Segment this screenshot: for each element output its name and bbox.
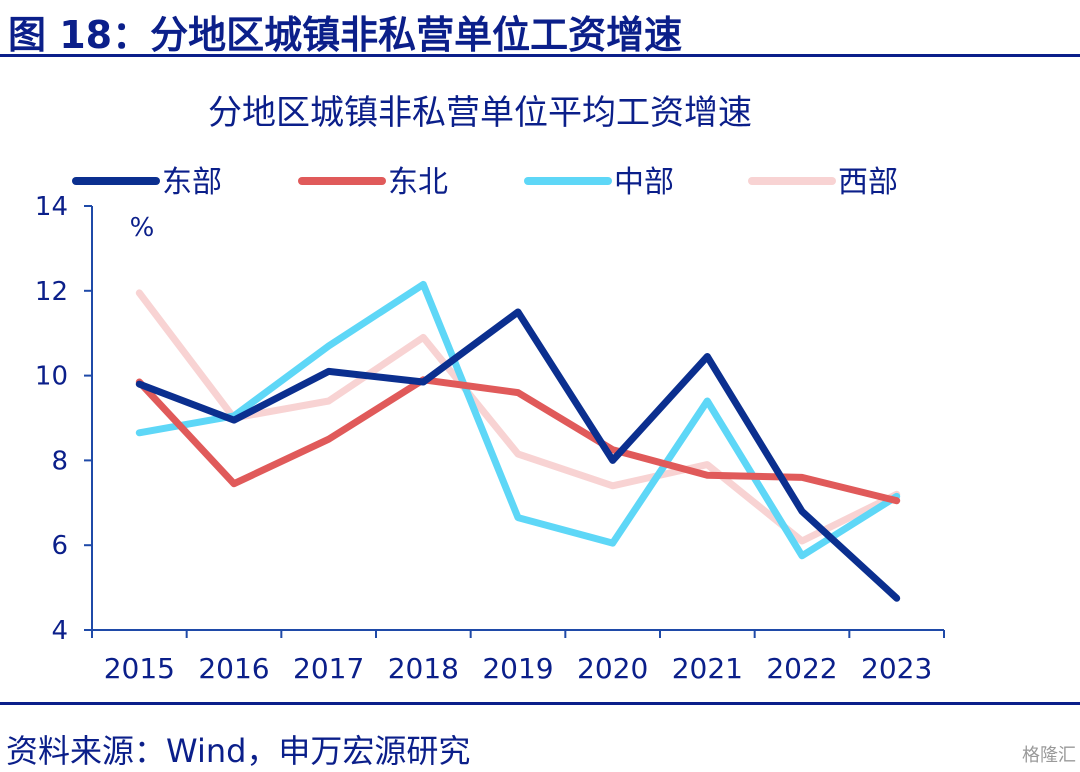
series-line-4 — [135, 289, 901, 545]
series-line-3 — [135, 280, 901, 560]
legend-label: 东北 — [388, 165, 448, 200]
x-tick-label: 2023 — [861, 652, 932, 685]
x-tick-label: 2017 — [293, 652, 364, 685]
legend-label: 东部 — [162, 165, 222, 200]
legend-label: 西部 — [838, 165, 898, 200]
x-tick-label: 2015 — [104, 652, 175, 685]
legend-label: 中部 — [614, 165, 674, 200]
y-tick-label: 8 — [51, 446, 68, 476]
y-tick-label: 14 — [35, 192, 68, 222]
line-chart: 分地区城镇非私营单位平均工资增速 % 东部 东北 中部 西部 4 6 8 10 12 14 201… — [35, 93, 945, 685]
watermark: 格隆汇 — [1022, 745, 1076, 766]
series-line-2 — [135, 376, 901, 505]
top-rule — [0, 54, 1080, 57]
x-tick-label: 2020 — [577, 652, 648, 685]
series-line-1 — [135, 308, 901, 602]
source-note: 资料来源：Wind，申万宏源研究 — [6, 732, 471, 770]
x-tick-label: 2019 — [482, 652, 553, 685]
y-tick-label: 6 — [51, 531, 68, 561]
bottom-rule — [0, 702, 1080, 705]
axes: 4 6 8 10 12 14 2015 2016 2017 2018 2019 2020 2021 202… — [35, 192, 945, 685]
x-tick-label: 2022 — [766, 652, 837, 685]
x-tick-label: 2018 — [388, 652, 459, 685]
series-lines — [135, 280, 901, 602]
figure-title: 图 18：分地区城镇非私营单位工资增速 — [8, 13, 683, 57]
y-tick-label: 12 — [35, 277, 68, 307]
legend: 东部 东北 中部 西部 — [72, 165, 898, 200]
y-tick-label: 4 — [51, 616, 68, 646]
y-tick-label: 10 — [35, 362, 68, 392]
x-tick-label: 2016 — [198, 652, 269, 685]
chart-title: 分地区城镇非私营单位平均工资增速 — [208, 93, 752, 133]
y-axis-unit: % — [130, 213, 155, 243]
x-tick-label: 2021 — [672, 652, 743, 685]
